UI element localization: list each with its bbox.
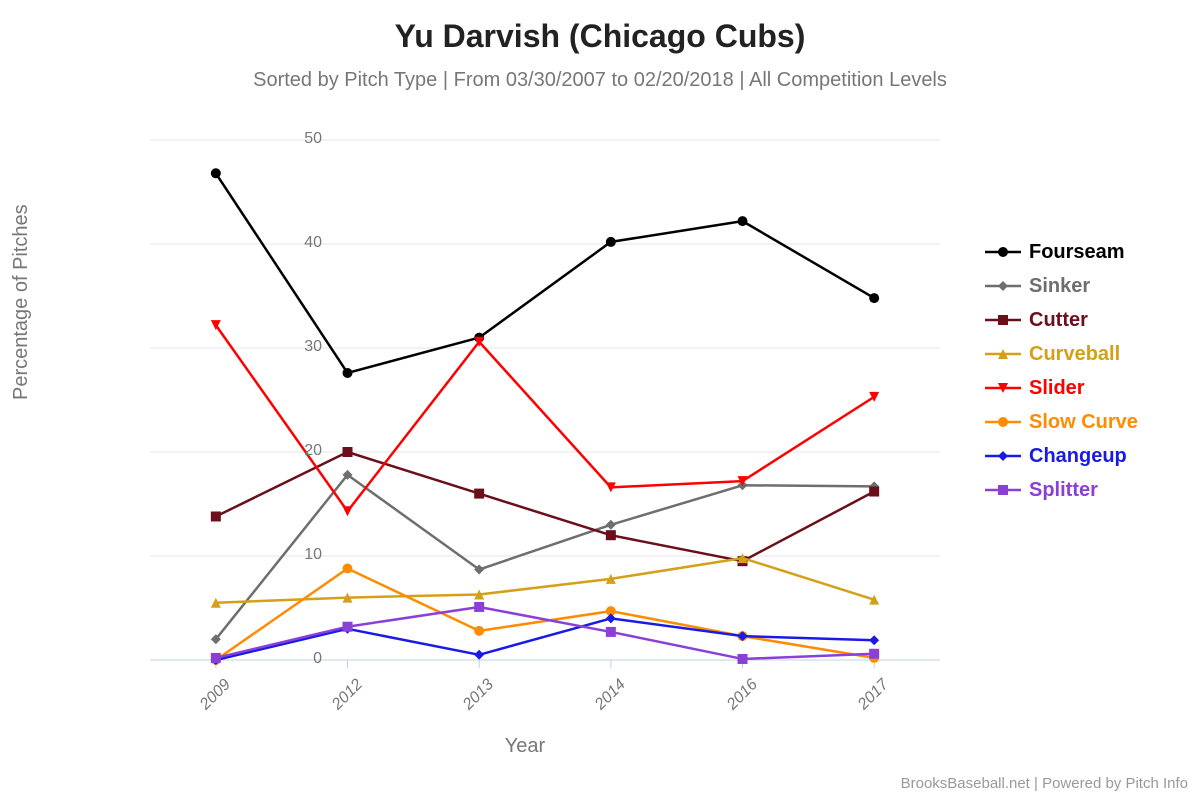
legend-swatch-icon — [985, 378, 1021, 398]
y-tick-label: 10 — [272, 546, 322, 564]
y-tick-label: 20 — [272, 442, 322, 460]
legend-item[interactable]: Fourseam — [985, 235, 1138, 269]
legend-label: Curveball — [1029, 343, 1120, 366]
y-tick-label: 30 — [272, 338, 322, 356]
legend-label: Slider — [1029, 377, 1085, 400]
legend-swatch-icon — [985, 446, 1021, 466]
legend: Fourseam Sinker Cutter Curveball Slider Slow … — [985, 235, 1138, 507]
legend-swatch-icon — [985, 310, 1021, 330]
legend-label: Sinker — [1029, 275, 1090, 298]
legend-label: Changeup — [1029, 445, 1127, 468]
y-axis-title: Percentage of Pitches — [10, 204, 33, 400]
legend-swatch-icon — [985, 242, 1021, 262]
attribution-text: BrooksBaseball.net | Powered by Pitch In… — [901, 775, 1188, 792]
chart-container: Yu Darvish (Chicago Cubs) Sorted by Pitc… — [0, 0, 1200, 800]
legend-swatch-icon — [985, 480, 1021, 500]
legend-swatch-icon — [985, 344, 1021, 364]
legend-label: Slow Curve — [1029, 411, 1138, 434]
legend-swatch-icon — [985, 412, 1021, 432]
y-tick-label: 0 — [272, 650, 322, 668]
legend-item[interactable]: Cutter — [985, 303, 1138, 337]
legend-swatch-icon — [985, 276, 1021, 296]
chart-svg — [90, 130, 960, 690]
chart-title: Yu Darvish (Chicago Cubs) — [0, 0, 1200, 55]
legend-label: Fourseam — [1029, 241, 1125, 264]
legend-item[interactable]: Sinker — [985, 269, 1138, 303]
legend-item[interactable]: Curveball — [985, 337, 1138, 371]
y-tick-label: 50 — [272, 130, 322, 148]
legend-item[interactable]: Splitter — [985, 473, 1138, 507]
legend-item[interactable]: Slow Curve — [985, 405, 1138, 439]
legend-label: Cutter — [1029, 309, 1088, 332]
x-axis-title: Year — [90, 735, 960, 758]
legend-item[interactable]: Changeup — [985, 439, 1138, 473]
legend-item[interactable]: Slider — [985, 371, 1138, 405]
y-tick-label: 40 — [272, 234, 322, 252]
chart-subtitle: Sorted by Pitch Type | From 03/30/2007 t… — [0, 69, 1200, 92]
plot-area: Year — [90, 130, 960, 690]
legend-label: Splitter — [1029, 479, 1098, 502]
